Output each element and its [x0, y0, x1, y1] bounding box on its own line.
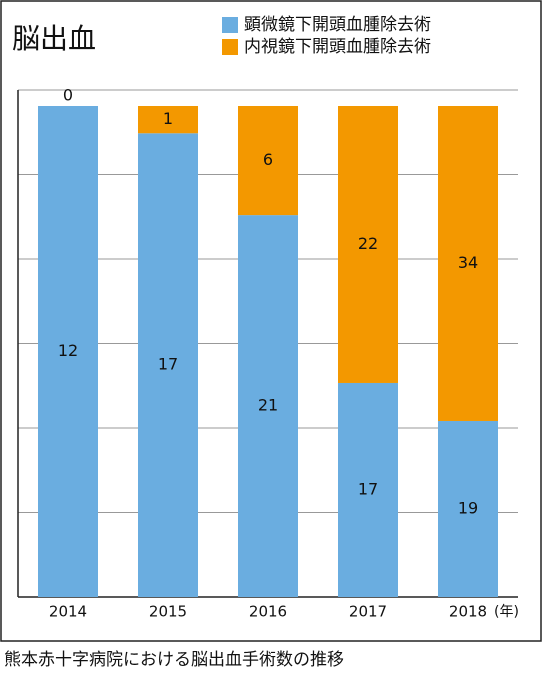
bar-segment — [438, 106, 498, 421]
bar-segment — [438, 420, 498, 597]
legend-swatch — [222, 17, 238, 33]
bar-segment — [38, 106, 98, 597]
bar-segment — [238, 106, 298, 216]
x-tick-label: 2016 — [249, 603, 287, 621]
legend-label: 顕微鏡下開頭血腫除去術 — [244, 15, 431, 35]
bar-segment — [338, 106, 398, 383]
frame — [0, 0, 542, 642]
data-label: 21 — [258, 396, 278, 415]
data-label: 22 — [358, 234, 378, 253]
x-tick-label: 2017 — [349, 603, 387, 621]
x-tick-label: 2015 — [149, 603, 187, 621]
x-unit: (年) — [494, 604, 519, 620]
bar-segment — [238, 215, 298, 597]
legend-label: 内視鏡下開頭血腫除去術 — [244, 37, 431, 57]
data-label: 17 — [358, 479, 378, 498]
data-label: 1 — [163, 109, 173, 128]
bar-segment — [338, 382, 398, 597]
x-tick-label: 2018 — [449, 603, 487, 621]
legend-swatch — [222, 39, 238, 55]
data-label: 12 — [58, 341, 78, 360]
data-label: 0 — [63, 86, 73, 105]
data-label: 19 — [458, 498, 478, 517]
bar-segment — [138, 133, 198, 597]
x-tick-label: 2014 — [49, 603, 87, 621]
caption: 熊本赤十字病院における脳出血手術数の推移 — [4, 650, 344, 670]
bar-segment — [138, 106, 198, 134]
data-label: 34 — [458, 253, 478, 272]
data-label: 6 — [263, 150, 273, 169]
chart-title: 脳出血 — [12, 22, 96, 55]
data-label: 17 — [158, 355, 178, 374]
